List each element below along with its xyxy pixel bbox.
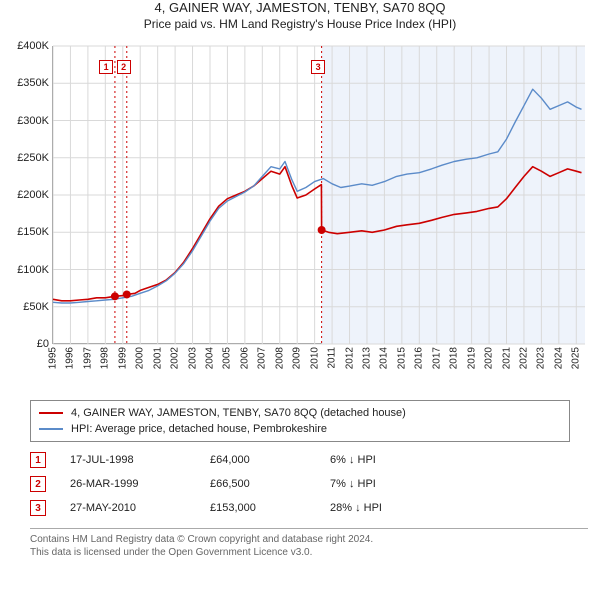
event-marker: 3 [311,60,325,74]
x-axis-tick-label: 2017 [431,347,442,369]
sale-dot [123,290,131,298]
x-axis-tick-label: 2018 [449,347,460,369]
x-axis-tick-label: 2014 [379,347,390,369]
x-axis-tick-label: 2010 [309,347,320,369]
sale-price: £64,000 [210,454,330,466]
sale-marker: 3 [30,500,46,516]
sale-marker: 2 [30,476,46,492]
legend-swatch [39,412,63,414]
sale-date: 26-MAR-1999 [70,478,210,490]
x-axis-tick-label: 2013 [361,347,372,369]
event-marker: 2 [117,60,131,74]
sales-table: 1 17-JUL-1998£64,0006% ↓ HPI 2 26-MAR-1999£… [30,448,570,520]
sale-row: 2 26-MAR-1999£66,5007% ↓ HPI [30,472,570,496]
x-axis-tick-label: 2001 [152,347,163,369]
x-axis-tick-label: 1997 [82,347,93,369]
y-axis-tick-label: £50K [23,301,49,313]
legend-label: 4, GAINER WAY, JAMESTON, TENBY, SA70 8QQ… [71,405,406,421]
x-axis-tick-label: 2012 [344,347,355,369]
price-chart: £0£50K£100K£150K£200K£250K£300K£350K£400… [8,40,592,390]
x-axis-tick-label: 2006 [239,347,250,369]
sale-date: 27-MAY-2010 [70,502,210,514]
x-axis-tick-label: 2025 [571,347,582,369]
x-axis-tick-label: 2005 [222,347,233,369]
x-axis-tick-label: 2007 [257,347,268,369]
x-axis-tick-label: 1995 [48,347,59,369]
event-marker: 1 [99,60,113,74]
x-axis-tick-label: 2024 [553,347,564,369]
legend-swatch [39,428,63,430]
y-axis-tick-label: £100K [17,264,49,276]
x-axis-tick-label: 1996 [65,347,76,369]
x-axis-tick-label: 2000 [135,347,146,369]
legend-item: HPI: Average price, detached house, Pemb… [39,421,561,437]
legend-label: HPI: Average price, detached house, Pemb… [71,421,327,437]
x-axis-tick-label: 1999 [117,347,128,369]
sale-row: 1 17-JUL-1998£64,0006% ↓ HPI [30,448,570,472]
x-axis-tick-label: 2009 [292,347,303,369]
footer-line: This data is licensed under the Open Gov… [30,546,588,559]
y-axis-tick-label: £250K [17,152,49,164]
legend-item: 4, GAINER WAY, JAMESTON, TENBY, SA70 8QQ… [39,405,561,421]
chart-legend: 4, GAINER WAY, JAMESTON, TENBY, SA70 8QQ… [30,400,570,442]
x-axis-tick-label: 2021 [501,347,512,369]
sale-dot [111,292,119,300]
sale-delta: 28% ↓ HPI [330,502,450,514]
sale-dot [318,226,326,234]
x-axis-tick-label: 2015 [396,347,407,369]
page-subtitle: Price paid vs. HM Land Registry's House … [0,17,600,31]
sale-price: £66,500 [210,478,330,490]
x-axis-tick-label: 2002 [170,347,181,369]
sale-marker: 1 [30,452,46,468]
x-axis-tick-label: 2019 [466,347,477,369]
sale-delta: 6% ↓ HPI [330,454,450,466]
sale-price: £153,000 [210,502,330,514]
y-axis-tick-label: £300K [17,115,49,127]
sale-row: 3 27-MAY-2010£153,00028% ↓ HPI [30,496,570,520]
x-axis-tick-label: 2004 [204,347,215,369]
attribution-footer: Contains HM Land Registry data © Crown c… [30,528,588,559]
y-axis-tick-label: £350K [17,77,49,89]
page-title: 4, GAINER WAY, JAMESTON, TENBY, SA70 8QQ [0,0,600,15]
x-axis-tick-label: 2011 [327,347,338,369]
x-axis-tick-label: 2003 [187,347,198,369]
y-axis-tick-label: £400K [17,40,49,52]
y-axis-tick-label: £150K [17,226,49,238]
footer-line: Contains HM Land Registry data © Crown c… [30,533,588,546]
sale-delta: 7% ↓ HPI [330,478,450,490]
x-axis-tick-label: 2008 [274,347,285,369]
y-axis-tick-label: £200K [17,189,49,201]
sale-date: 17-JUL-1998 [70,454,210,466]
x-axis-tick-label: 2022 [518,347,529,369]
x-axis-tick-label: 2023 [536,347,547,369]
x-axis-tick-label: 1998 [100,347,111,369]
x-axis-tick-label: 2016 [414,347,425,369]
x-axis-tick-label: 2020 [484,347,495,369]
